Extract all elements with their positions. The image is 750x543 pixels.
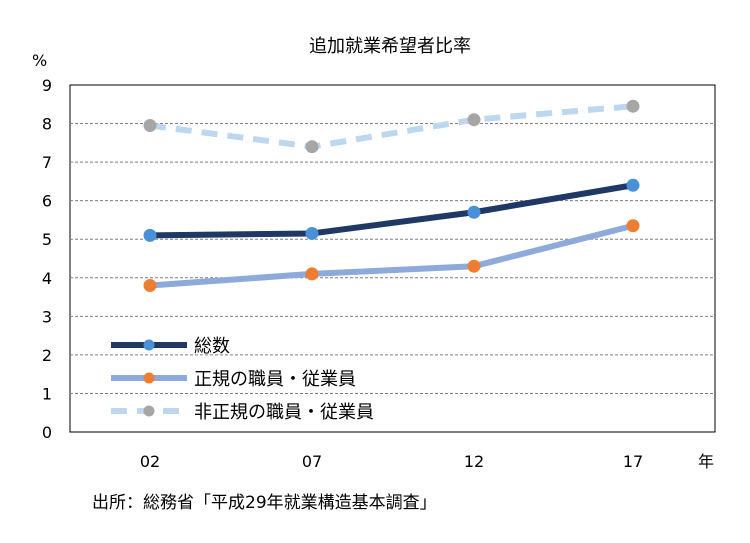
legend-label: 総数 (194, 336, 230, 357)
legend-marker (143, 372, 155, 384)
y-tick-label: 4 (42, 269, 52, 288)
data-point (305, 226, 319, 240)
y-axis-unit: % (32, 51, 47, 70)
y-tick-label: 2 (42, 346, 52, 365)
data-point (626, 99, 640, 113)
series-line (149, 103, 634, 150)
x-tick-label: 12 (464, 452, 484, 471)
y-tick-label: 5 (42, 230, 52, 249)
legend-label: 非正規の職員・従業員 (194, 402, 374, 423)
y-tick-label: 0 (42, 423, 52, 442)
data-point (467, 259, 481, 273)
x-tick-label: 02 (140, 452, 160, 471)
y-tick-label: 9 (42, 76, 52, 95)
legend-label: 正規の職員・従業員 (194, 369, 356, 390)
chart-title: 追加就業希望者比率 (309, 36, 471, 57)
y-tick-label: 7 (42, 153, 52, 172)
data-point (143, 228, 157, 242)
data-point (626, 219, 640, 233)
y-tick-label: 8 (42, 115, 52, 134)
series-line (149, 182, 634, 239)
y-tick-label: 1 (42, 384, 52, 403)
plot-area (69, 84, 716, 433)
data-point (467, 205, 481, 219)
data-point (626, 178, 640, 192)
data-point (305, 267, 319, 281)
source-note: 出所：総務省「平成29年就業構造基本調査」 (92, 493, 437, 513)
data-point (467, 113, 481, 127)
x-tick-label: 07 (302, 452, 322, 471)
data-point (143, 118, 157, 132)
legend-marker (143, 405, 155, 417)
data-point (143, 278, 157, 292)
x-tick-label: 17 (623, 452, 643, 471)
data-point (305, 140, 319, 154)
legend-marker (143, 339, 155, 351)
y-tick-label: 6 (42, 192, 52, 211)
y-tick-label: 3 (42, 307, 52, 326)
series-line (149, 222, 634, 289)
x-axis-unit: 年 (698, 452, 714, 471)
